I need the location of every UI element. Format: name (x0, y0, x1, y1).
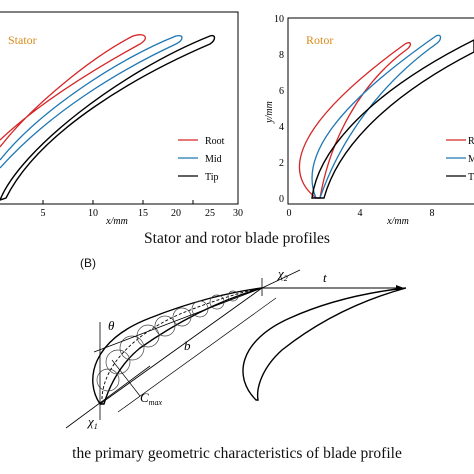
stator-x-tick-25: 25 (205, 208, 215, 219)
theta-label: θ (108, 318, 115, 333)
stator-mid-profile (0, 34, 183, 169)
stator-panel: Stator Root Mid Tip 5 10 15 20 25 30 x/m… (0, 11, 243, 227)
rotor-legend-mid: M (468, 154, 474, 165)
rotor-legend-root: R (468, 136, 474, 147)
rotor-legend: R M T (446, 136, 474, 183)
rotor-y-tick-2: 2 (279, 158, 284, 169)
rotor-plot-frame (287, 17, 474, 205)
rotor-title: Rotor (306, 33, 333, 47)
cmax-label: Cmax (140, 390, 162, 407)
rotor-mid-profile (311, 34, 442, 199)
stator-x-tick-5: 5 (41, 208, 46, 219)
rotor-y-tick-8: 8 (279, 50, 284, 61)
geometry-labels: θ χ2 χ1 b t Cmax (86, 266, 327, 431)
b-dimension (117, 297, 277, 413)
stator-root-profile (0, 34, 146, 148)
chi2-label: χ2 (276, 266, 288, 283)
stator-x-tick-20: 20 (171, 208, 181, 219)
rotor-x-tick-4: 4 (358, 208, 363, 219)
geometry-diagram (65, 269, 407, 429)
rotor-root-profile (298, 42, 412, 199)
chi1-label: χ1 (86, 414, 98, 431)
rotor-x-label: x/mm (386, 216, 409, 227)
stator-legend: Root Mid Tip (178, 136, 225, 183)
t-label: t (323, 270, 327, 285)
b-label: b (184, 338, 191, 353)
stator-x-tick-10: 10 (88, 208, 98, 219)
panel-tag-b: (B) (80, 256, 96, 270)
stator-x-axis: 5 10 15 20 25 30 x/mm (41, 200, 243, 227)
stator-title: Stator (8, 33, 37, 47)
stator-x-tick-15: 15 (138, 208, 148, 219)
rotor-x-tick-8: 8 (430, 208, 435, 219)
rotor-y-label: y/mm (264, 101, 275, 124)
rotor-y-tick-0: 0 (279, 194, 284, 205)
theta-line (93, 287, 263, 353)
caption-blade-profiles: Stator and rotor blade profiles (144, 230, 330, 247)
rotor-y-tick-10: 10 (274, 14, 284, 25)
legend-tip-label: Tip (205, 172, 219, 183)
rotor-legend-tip: T (468, 172, 474, 183)
cmax-indicator (111, 359, 141, 397)
stator-x-tick-30: 30 (233, 208, 243, 219)
rotor-x-axis: 0 4 8 x/mm (287, 208, 435, 227)
rotor-panel: Rotor 10 8 6 4 2 0 y/mm R M T 0 4 8 (264, 14, 474, 227)
blade-profile-main (92, 287, 263, 405)
inlet-angle-line (65, 365, 151, 429)
rotor-x-tick-0: 0 (287, 208, 292, 219)
legend-root-label: Root (205, 136, 225, 147)
stator-tip-profile (0, 34, 216, 201)
rotor-y-axis: 10 8 6 4 2 0 y/mm (264, 14, 284, 205)
chord-line (99, 287, 263, 405)
rotor-y-tick-4: 4 (279, 122, 284, 133)
outlet-angle-line (261, 269, 301, 289)
stator-plot-frame (0, 11, 239, 205)
stator-x-label: x/mm (105, 216, 128, 227)
legend-mid-label: Mid (205, 154, 222, 165)
rotor-y-tick-6: 6 (279, 86, 284, 97)
rotor-tip-profile (311, 39, 474, 199)
caption-geometric-characteristics: the primary geometric characteristics of… (72, 445, 402, 462)
blade-profile-second (242, 287, 407, 401)
